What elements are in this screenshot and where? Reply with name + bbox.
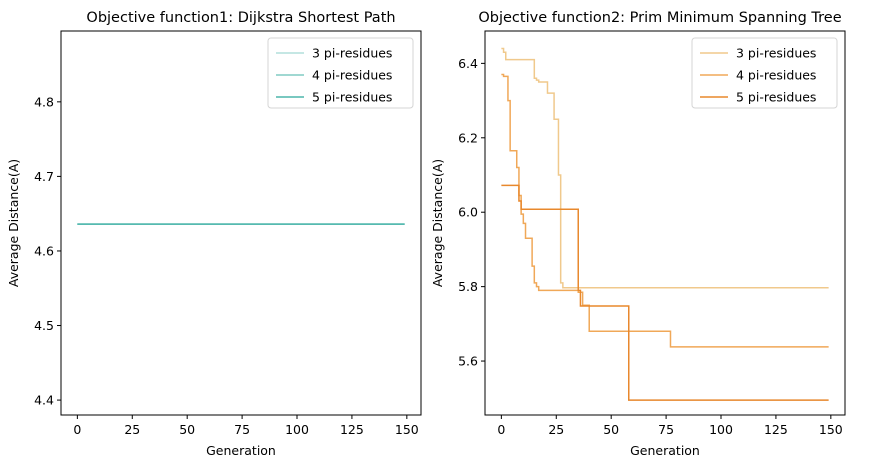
legend: 3 pi-residues 4 pi-residues 5 pi-residues — [267, 37, 414, 109]
axes-frame — [484, 30, 846, 416]
y-axis-label: Average Distance(A) — [430, 159, 445, 287]
x-tick-label: 75 — [658, 422, 674, 437]
chart-dijkstra: Objective function1: Dijkstra Shortest P… — [6, 10, 422, 458]
y-tick-label: 5.8 — [458, 279, 478, 294]
y-tick-label: 4.4 — [34, 393, 54, 408]
x-tick-label: 0 — [73, 422, 81, 437]
series-line-2 — [501, 73, 829, 348]
chart-prim: Objective function2: Prim Minimum Spanni… — [430, 10, 846, 458]
x-tick-label: 50 — [603, 422, 619, 437]
x-axis-label: Generation — [206, 443, 276, 458]
y-axis-label: Average Distance(A) — [6, 159, 21, 287]
y-ticks: 5.6 5.8 6.0 6.2 6.4 — [458, 56, 485, 369]
y-tick-label: 6.4 — [458, 56, 478, 71]
series-line-1 — [501, 47, 829, 289]
x-ticks: 0 25 50 75 100 125 150 — [497, 415, 843, 437]
y-tick-label: 4.6 — [34, 243, 54, 258]
plot-lines — [501, 47, 829, 401]
x-tick-label: 100 — [709, 422, 733, 437]
series-line-3 — [501, 184, 829, 401]
x-tick-label: 50 — [179, 422, 195, 437]
y-tick-label: 6.0 — [458, 205, 478, 220]
legend-box — [267, 37, 414, 109]
x-tick-label: 25 — [548, 422, 564, 437]
x-tick-label: 0 — [497, 422, 505, 437]
x-tick-label: 100 — [285, 422, 309, 437]
chart-title: Objective function2: Prim Minimum Spanni… — [478, 10, 841, 26]
legend-label: 5 pi-residues — [312, 90, 392, 105]
legend-label: 3 pi-residues — [312, 46, 392, 61]
x-ticks: 0 25 50 75 100 125 150 — [73, 415, 419, 437]
legend-label: 4 pi-residues — [312, 68, 392, 83]
x-tick-label: 150 — [819, 422, 843, 437]
x-tick-label: 150 — [395, 422, 419, 437]
y-tick-label: 4.5 — [34, 318, 54, 333]
y-tick-label: 6.2 — [458, 130, 478, 145]
y-tick-label: 4.8 — [34, 94, 54, 109]
y-tick-label: 4.7 — [34, 169, 54, 184]
axes-frame — [60, 30, 422, 416]
legend-label: 5 pi-residues — [736, 90, 816, 105]
legend-box — [691, 37, 838, 109]
y-tick-label: 5.6 — [458, 354, 478, 369]
x-tick-label: 125 — [340, 422, 364, 437]
x-axis-label: Generation — [630, 443, 700, 458]
legend-label: 3 pi-residues — [736, 46, 816, 61]
chart-title: Objective function1: Dijkstra Shortest P… — [86, 10, 395, 26]
legend-label: 4 pi-residues — [736, 68, 816, 83]
x-tick-label: 125 — [764, 422, 788, 437]
x-tick-label: 75 — [234, 422, 250, 437]
x-tick-label: 25 — [124, 422, 140, 437]
y-ticks: 4.4 4.5 4.6 4.7 4.8 — [34, 94, 61, 408]
legend: 3 pi-residues 4 pi-residues 5 pi-residues — [691, 37, 838, 109]
